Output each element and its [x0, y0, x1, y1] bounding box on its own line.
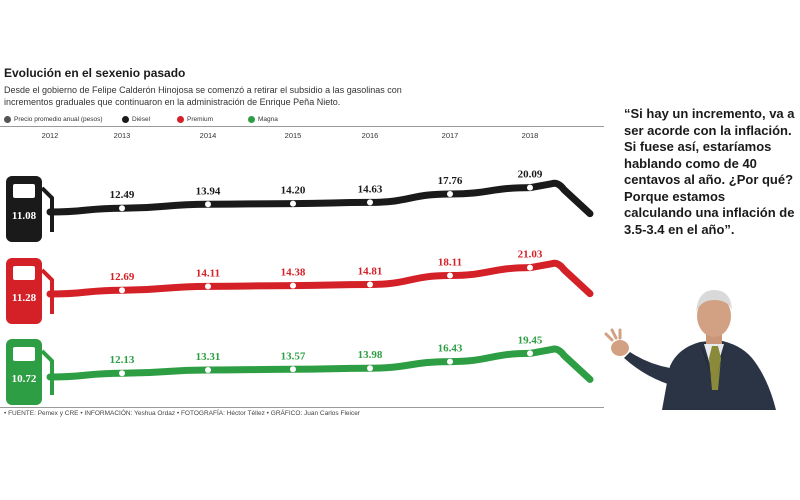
legend-swatch-diesel — [122, 115, 129, 123]
legend-item-premium: Premium — [177, 115, 214, 123]
data-point — [205, 283, 211, 290]
data-point — [367, 281, 373, 288]
data-point — [119, 370, 125, 377]
year-tick-label: 2014 — [200, 131, 217, 140]
fuel-pump-window-icon — [13, 184, 35, 198]
data-label: 17.76 — [438, 175, 463, 187]
data-point — [447, 358, 453, 365]
data-point — [527, 264, 533, 271]
data-label-start: 10.72 — [12, 373, 37, 385]
fuel-pump-nozzle-icon — [40, 186, 54, 232]
data-label: 12.49 — [110, 189, 135, 201]
data-label: 12.69 — [110, 271, 135, 283]
series-line-premium — [46, 259, 594, 298]
legend-label-diesel: Diésel — [132, 115, 151, 123]
fuel-pump-window-icon — [13, 266, 35, 280]
data-label: 19.45 — [518, 334, 543, 346]
credits-footer: • FUENTE: Pemex y CRE • INFORMACIÓN: Yes… — [4, 410, 360, 417]
data-label-start: 11.28 — [12, 292, 37, 304]
data-point — [367, 199, 373, 206]
data-label: 13.31 — [196, 351, 221, 363]
data-label: 21.03 — [518, 249, 543, 261]
speaker-portrait — [604, 290, 776, 410]
legend-item-diesel: Diésel — [122, 115, 151, 123]
legend-swatch-price — [4, 115, 11, 123]
legend-label-premium: Premium — [187, 115, 214, 123]
data-label: 14.38 — [281, 267, 306, 279]
data-point — [527, 184, 533, 191]
legend-label-magna: Magna — [258, 115, 278, 123]
data-label: 18.11 — [438, 257, 462, 269]
data-label-start: 11.08 — [12, 210, 37, 222]
data-point — [527, 350, 533, 357]
year-tick-label: 2012 — [42, 131, 59, 140]
legend-swatch-premium — [177, 115, 184, 123]
data-point — [119, 287, 125, 294]
year-tick-label: 2018 — [522, 131, 539, 140]
data-point — [205, 367, 211, 374]
data-label: 12.13 — [110, 354, 135, 366]
data-label: 14.20 — [281, 185, 306, 197]
data-label: 13.98 — [358, 349, 383, 361]
data-point — [290, 200, 296, 207]
fuel-pump-window-icon — [13, 347, 35, 361]
data-label: 16.43 — [438, 343, 463, 355]
fuel-pump-nozzle-icon — [40, 268, 54, 314]
data-label: 13.94 — [196, 185, 221, 197]
data-point — [119, 205, 125, 212]
year-tick-label: 2016 — [362, 131, 379, 140]
data-point — [367, 365, 373, 372]
bottom-rule — [0, 407, 604, 408]
data-label: 14.63 — [358, 183, 383, 195]
year-tick-label: 2013 — [114, 131, 131, 140]
data-label: 13.57 — [281, 350, 306, 362]
quote-text: “Si hay un incremento, va a ser acorde c… — [624, 106, 795, 237]
top-rule — [0, 126, 604, 127]
data-point — [447, 190, 453, 197]
data-label: 14.11 — [196, 267, 220, 279]
chart-subtitle: Desde el gobierno de Felipe Calderón Hin… — [4, 85, 402, 107]
data-label: 14.81 — [358, 265, 383, 277]
year-tick-label: 2015 — [285, 131, 302, 140]
series-line-diesel — [46, 179, 594, 218]
data-point — [205, 201, 211, 208]
data-point — [290, 282, 296, 289]
data-point — [447, 272, 453, 279]
data-point — [290, 366, 296, 373]
year-tick-label: 2017 — [442, 131, 459, 140]
legend-item-price: Precio promedio anual (pesos) — [4, 115, 103, 123]
legend-label-price: Precio promedio anual (pesos) — [14, 115, 103, 123]
chart-title: Evolución en el sexenio pasado — [4, 66, 186, 80]
legend-item-magna: Magna — [248, 115, 278, 123]
series-line-magna — [46, 345, 594, 383]
legend-swatch-magna — [248, 115, 255, 123]
data-label: 20.09 — [518, 169, 543, 181]
fuel-pump-nozzle-icon — [40, 349, 54, 395]
